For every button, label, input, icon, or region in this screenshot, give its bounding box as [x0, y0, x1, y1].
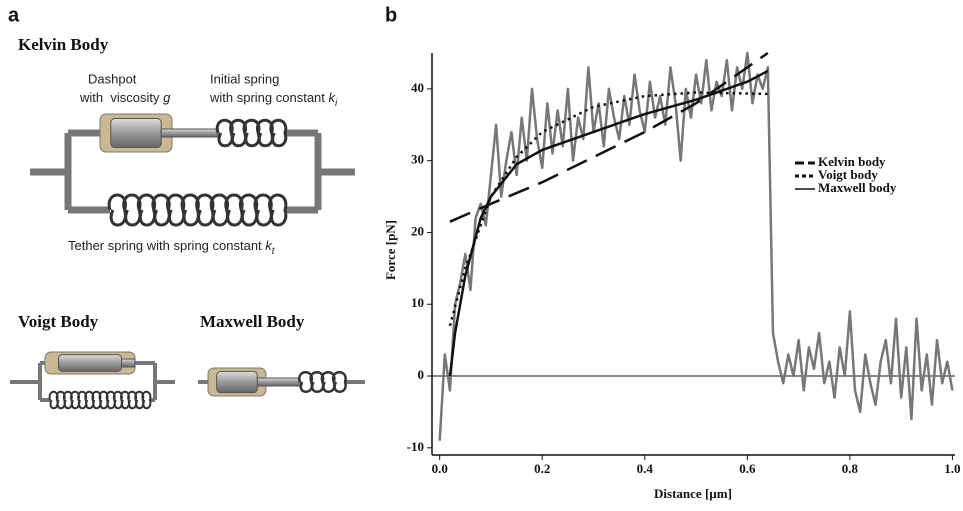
frame [10, 361, 175, 402]
label: Dashpot [88, 71, 137, 86]
x-tick-label: 0.6 [739, 461, 756, 476]
series-line [448, 69, 769, 377]
y-tick-label: -10 [407, 439, 424, 454]
y-tick-label: 20 [411, 223, 424, 238]
x-tick-label: 0.2 [534, 461, 550, 476]
label-text: with viscosity [79, 90, 163, 105]
x-tick-label: 0.8 [842, 461, 859, 476]
spring [48, 390, 152, 410]
model-title: Maxwell Body [200, 312, 305, 331]
symbol: k [265, 238, 273, 253]
subscript: i [335, 98, 338, 109]
dashpot-cylinder [216, 370, 258, 394]
spring [107, 193, 288, 227]
frame [30, 129, 355, 214]
spring [215, 118, 288, 148]
label-text: with spring constant [209, 90, 329, 105]
spring [298, 371, 347, 393]
series-line [449, 51, 769, 223]
panel-label: b [385, 4, 397, 26]
subscript: t [272, 246, 276, 257]
label: with viscosity g [79, 90, 171, 105]
x-tick-label: 1.0 [944, 461, 960, 476]
label: Tether spring with spring constant kt [68, 238, 276, 256]
legend-label: Maxwell body [818, 180, 897, 195]
model-title: Kelvin Body [18, 35, 109, 54]
chart-panel: b Distance [µm] Force [pN] 0.0 0.2 0.4 0.6 0… [383, 4, 961, 501]
dashpot-rod [160, 128, 219, 138]
y-tick-label: 0 [418, 367, 425, 382]
symbol: k [329, 90, 337, 105]
y-tick-label: 10 [411, 295, 424, 310]
x-tick-label: 0.0 [432, 461, 448, 476]
y-axis-label: Force [pN] [383, 220, 398, 280]
dashpot-rod [256, 377, 301, 387]
symbol: g [163, 90, 171, 105]
x-axis-label: Distance [µm] [654, 486, 732, 501]
series-line [438, 51, 954, 441]
dashpot-cylinder [58, 354, 122, 372]
y-tick-label: 40 [411, 80, 424, 95]
label-text: Tether spring with spring constant [68, 238, 265, 253]
x-tick-label: 0.4 [637, 461, 654, 476]
legend-label: Kelvin body [818, 154, 886, 169]
dashpot-cylinder [110, 118, 162, 148]
dashpot-rod [121, 358, 136, 368]
diagram-panel: a Kelvin Body Dashpot with viscosity g I… [8, 4, 365, 410]
y-tick-label: 30 [411, 152, 424, 167]
legend-label: Voigt body [818, 167, 878, 182]
model-title: Voigt Body [18, 312, 99, 331]
label: Initial spring [210, 71, 279, 86]
label: with spring constant ki [209, 90, 338, 108]
panel-label: a [8, 4, 20, 26]
